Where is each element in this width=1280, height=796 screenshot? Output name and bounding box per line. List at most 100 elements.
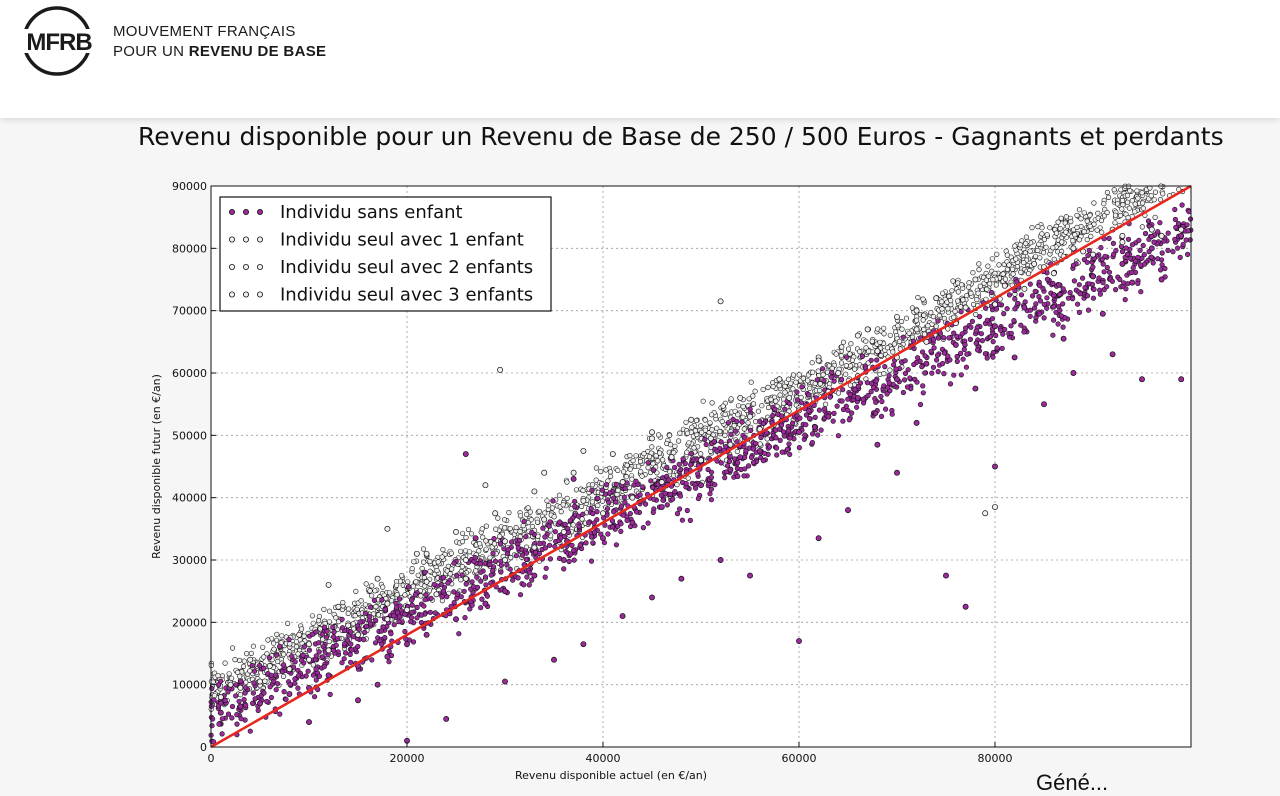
point-cloud-dot	[369, 583, 375, 589]
data-point-series-1	[1139, 376, 1145, 383]
point-cloud-dot	[707, 491, 713, 497]
point-cloud-dot	[1032, 253, 1039, 259]
point-cloud-dot	[1084, 293, 1091, 299]
point-cloud-dot	[250, 643, 256, 649]
point-cloud-dot	[1173, 224, 1179, 230]
point-cloud-dot	[515, 575, 521, 581]
point-cloud-dot	[968, 324, 974, 330]
point-cloud-dot	[817, 381, 823, 387]
point-cloud-dot	[1106, 235, 1112, 241]
point-cloud-dot	[473, 568, 479, 574]
point-cloud-dot	[358, 598, 364, 604]
point-cloud-dot	[490, 550, 496, 556]
point-cloud-dot	[607, 469, 614, 475]
point-cloud-dot	[773, 435, 779, 441]
point-cloud-dot	[575, 513, 582, 519]
point-cloud-dot	[540, 525, 546, 531]
data-point-series-3	[874, 348, 881, 355]
point-cloud-dot	[650, 484, 656, 491]
point-cloud-dot	[565, 529, 572, 536]
point-cloud-dot	[521, 582, 527, 588]
point-cloud-dot	[868, 357, 874, 363]
point-cloud-dot	[603, 467, 609, 473]
point-cloud-dot	[794, 397, 801, 403]
point-cloud-dot	[1137, 262, 1144, 268]
point-cloud-dot	[865, 392, 871, 399]
point-cloud-dot	[576, 523, 582, 529]
point-cloud-dot	[347, 651, 353, 658]
point-cloud-dot	[692, 428, 699, 434]
point-cloud-dot	[677, 430, 683, 436]
point-cloud-dot	[509, 539, 515, 545]
point-cloud-dot	[695, 495, 702, 502]
point-cloud-dot	[857, 349, 863, 355]
data-point-series-1	[815, 535, 822, 542]
point-cloud-dot	[646, 454, 653, 460]
point-cloud-dot	[216, 721, 222, 727]
point-cloud-dot	[678, 466, 684, 473]
point-cloud-dot	[1004, 252, 1010, 258]
point-cloud-dot	[1008, 323, 1014, 329]
point-cloud-dot	[1139, 190, 1145, 196]
point-cloud-dot	[438, 581, 444, 588]
point-cloud-dot	[1104, 264, 1110, 271]
point-cloud-dot	[1050, 332, 1056, 338]
point-cloud-dot	[1074, 224, 1080, 230]
point-cloud-dot	[666, 477, 672, 483]
point-cloud-dot	[891, 341, 898, 347]
point-cloud-dot	[1098, 245, 1104, 251]
point-cloud-dot	[1076, 282, 1082, 288]
data-point-series-1	[629, 519, 636, 526]
data-point-series-4	[247, 656, 254, 663]
point-cloud-dot	[458, 594, 464, 600]
point-cloud-dot	[1180, 241, 1186, 247]
point-cloud-dot	[664, 502, 670, 508]
point-cloud-dot	[1129, 242, 1135, 248]
point-cloud-dot	[459, 563, 465, 570]
point-cloud-dot	[367, 588, 373, 594]
brand-name[interactable]: MOUVEMENT FRANÇAIS POUR UN REVENU DE BAS…	[113, 22, 326, 62]
point-cloud-dot	[812, 414, 818, 421]
point-cloud-dot	[339, 616, 345, 622]
point-cloud-dot	[445, 580, 451, 586]
point-cloud-dot	[1027, 248, 1033, 254]
point-cloud-dot	[731, 423, 737, 429]
point-cloud-dot	[551, 514, 557, 520]
point-cloud-dot	[902, 358, 908, 364]
point-cloud-dot	[1027, 281, 1033, 287]
data-point-series-2	[864, 326, 871, 333]
point-cloud-dot	[843, 363, 849, 369]
data-point-series-4	[649, 435, 655, 442]
data-point-series-1	[747, 572, 753, 579]
point-cloud-dot	[534, 519, 541, 525]
point-cloud-dot	[211, 697, 217, 703]
point-cloud-dot	[805, 378, 811, 384]
data-point-series-2	[727, 441, 734, 448]
point-cloud-dot	[1155, 256, 1161, 262]
point-cloud-dot	[461, 588, 467, 594]
point-cloud-dot	[781, 433, 788, 439]
x-tick-label: 0	[208, 752, 215, 765]
point-cloud-dot	[873, 378, 879, 384]
point-cloud-dot	[958, 309, 964, 315]
point-cloud-dot	[966, 280, 972, 286]
point-cloud-dot	[326, 619, 333, 625]
point-cloud-dot	[941, 371, 947, 377]
point-cloud-dot	[440, 588, 447, 594]
point-cloud-dot	[1060, 301, 1066, 307]
point-cloud-dot	[757, 418, 763, 424]
data-point-series-1	[217, 709, 224, 716]
point-cloud-dot	[229, 675, 235, 681]
point-cloud-dot	[699, 429, 705, 436]
data-point-series-1	[854, 394, 861, 401]
data-point-series-2	[257, 678, 263, 685]
point-cloud-dot	[933, 323, 939, 329]
point-cloud-dot	[1059, 239, 1065, 245]
point-cloud-dot	[268, 672, 274, 678]
data-point-series-4	[570, 469, 577, 476]
mfrb-logo-icon[interactable]: MFRB	[14, 4, 104, 78]
point-cloud-dot	[999, 345, 1005, 352]
point-cloud-dot	[929, 370, 935, 376]
point-cloud-dot	[605, 531, 611, 537]
data-point-series-2	[1090, 251, 1096, 258]
